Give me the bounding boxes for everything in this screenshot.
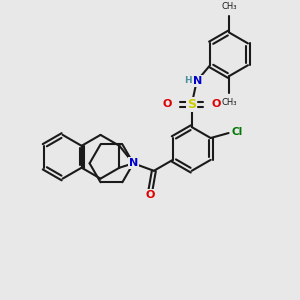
Text: N: N <box>193 76 202 86</box>
Text: CH₃: CH₃ <box>221 98 237 106</box>
Text: N: N <box>129 158 138 168</box>
Text: S: S <box>187 98 196 111</box>
Text: O: O <box>212 99 221 109</box>
Text: CH₃: CH₃ <box>221 2 237 11</box>
Text: H: H <box>184 76 192 85</box>
Text: O: O <box>146 190 155 200</box>
Text: O: O <box>163 99 172 109</box>
Text: Cl: Cl <box>232 127 243 137</box>
